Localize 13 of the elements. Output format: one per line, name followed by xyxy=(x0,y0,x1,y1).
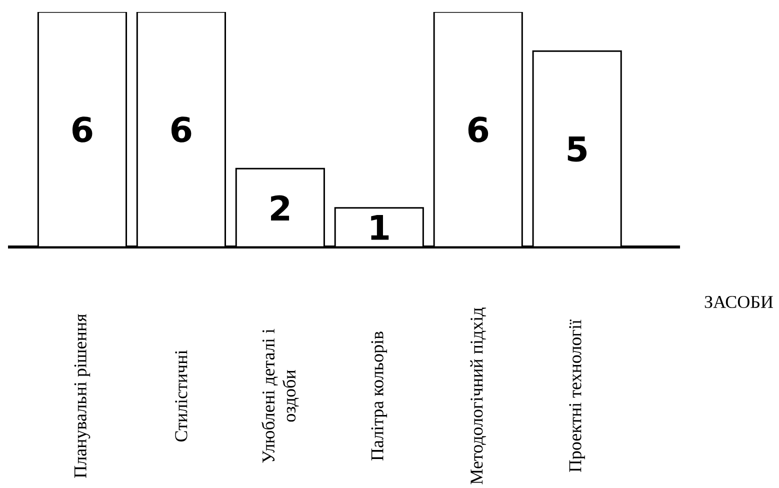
data-label: 6 xyxy=(468,116,488,142)
data-label: 6 xyxy=(72,116,92,142)
data-label: 1 xyxy=(371,215,389,240)
data-label: 2 xyxy=(271,195,290,220)
x-tick-label: Проектні технології xyxy=(569,319,585,472)
x-axis-title: ЗАСОБИ xyxy=(704,296,773,308)
x-tick-label: Методологічний підхід xyxy=(470,308,486,484)
x-tick-label: Стилістичні xyxy=(175,350,188,442)
x-tick-label: Планувальні рішення xyxy=(74,314,90,478)
data-label: 6 xyxy=(171,116,192,142)
x-tick-label: Палітра кольорів xyxy=(371,332,388,460)
x-tick-label: Улюблені деталі і оздоби xyxy=(261,328,299,463)
data-label: 5 xyxy=(568,136,587,162)
